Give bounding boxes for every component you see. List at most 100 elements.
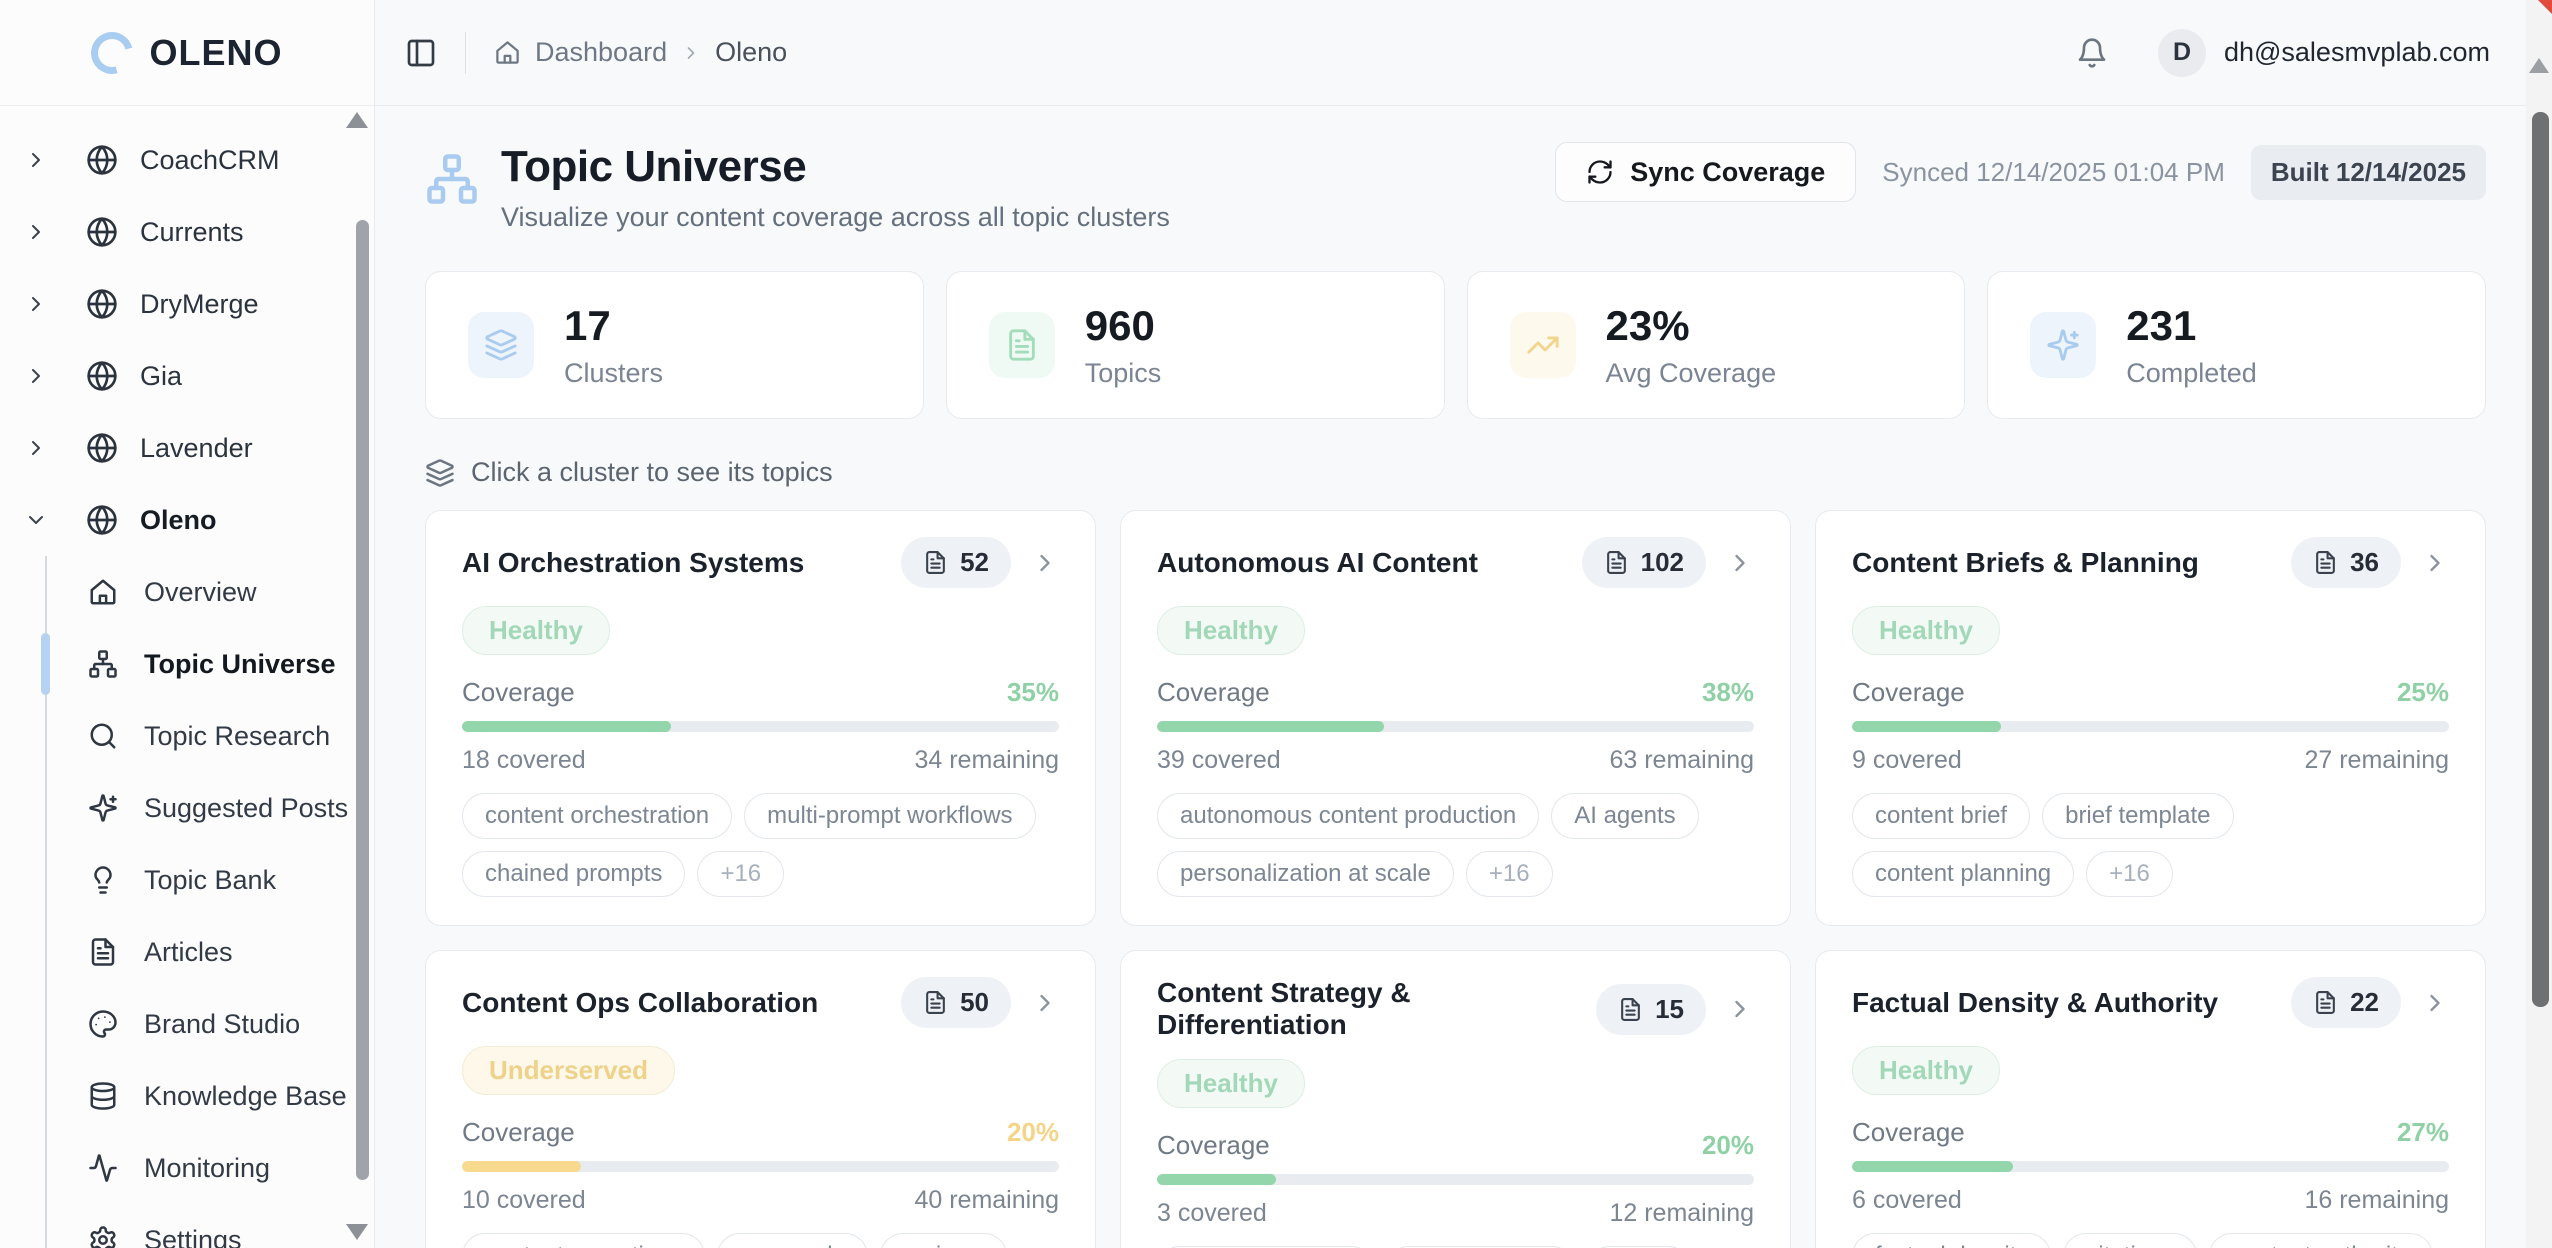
topic-tags: content operationsapprovalsreviews+17: [462, 1233, 1059, 1248]
sidebar-item-brand-studio[interactable]: Brand Studio: [0, 988, 374, 1060]
sidebar-workspace-coachcrm[interactable]: CoachCRM: [0, 124, 374, 196]
cluster-hint: Click a cluster to see its topics: [425, 457, 2486, 488]
topic-tag: autonomous content production: [1157, 793, 1540, 839]
sidebar-item-topic-universe[interactable]: Topic Universe: [0, 628, 374, 700]
sidebar-item-label: Articles: [144, 936, 233, 967]
sidebar-item-topic-bank[interactable]: Topic Bank: [0, 844, 374, 916]
user-email: dh@salesmvplab.com: [2223, 37, 2490, 67]
cluster-card-ai-orchestration-systems[interactable]: AI Orchestration Systems 52 Healthy Cove…: [425, 510, 1096, 926]
chevron-right-icon[interactable]: [2421, 989, 2449, 1017]
globe-icon: [86, 504, 118, 536]
coverage-label: Coverage: [1157, 1130, 1270, 1160]
workspace-label: Lavender: [140, 432, 253, 463]
sidebar-item-articles[interactable]: Articles: [0, 916, 374, 988]
sidebar-toggle-icon[interactable]: [405, 37, 437, 69]
avatar: D: [2157, 28, 2206, 77]
doc-count: 36: [2350, 547, 2379, 577]
stat-card-completed: 231 Completed: [1987, 271, 2486, 419]
page-scroll-up-arrow[interactable]: [2529, 58, 2549, 73]
topic-tags: factual density citations content authorit…: [1852, 1233, 2449, 1248]
topic-tag: brief template: [2042, 793, 2234, 839]
sidebar-item-label: Topic Bank: [144, 864, 277, 895]
sparkles-icon: [2030, 312, 2097, 378]
topic-tags: autonomous content production AI agents pe…: [1157, 793, 1754, 897]
stat-label: Topics: [1084, 357, 1162, 388]
page-scrollbar[interactable]: [2526, 0, 2552, 1248]
covered-count: 10 covered: [462, 1186, 586, 1214]
sidebar: OLENO CoachCRM Currents DryMerge Gia Lav…: [0, 0, 375, 1248]
cluster-card-factual-density-authority[interactable]: Factual Density & Authority 22 Healthy C…: [1815, 950, 2486, 1248]
cluster-title: Factual Density & Authority: [1852, 986, 2219, 1018]
cluster-card-autonomous-ai-content[interactable]: Autonomous AI Content 102 Healthy Covera…: [1120, 510, 1791, 926]
stat-card-avg-coverage: 23% Avg Coverage: [1466, 271, 1966, 419]
breadcrumb: Dashboard Oleno: [494, 37, 787, 68]
coverage-percent: 38%: [1701, 677, 1754, 707]
coverage-progress-fill: [1852, 721, 2002, 732]
recording-indicator: [2538, 0, 2552, 14]
home-icon: [88, 577, 118, 607]
layers-icon: [425, 458, 455, 488]
sidebar-scroll-up-arrow[interactable]: [346, 112, 368, 128]
workspace-label: Currents: [140, 216, 244, 247]
topbar-divider: [465, 31, 466, 74]
layers-icon: [468, 312, 534, 378]
synced-timestamp: Synced 12/14/2025 01:04 PM: [1882, 156, 2225, 187]
chevron-right-icon[interactable]: [2421, 549, 2449, 577]
sidebar-item-settings[interactable]: Settings: [0, 1204, 374, 1248]
covered-count: 3 covered: [1157, 1199, 1267, 1227]
breadcrumb-dashboard[interactable]: Dashboard: [535, 37, 668, 67]
sidebar-item-label: Topic Universe: [144, 648, 336, 679]
chevron-right-icon[interactable]: [1726, 995, 1754, 1023]
sidebar-item-overview[interactable]: Overview: [0, 556, 374, 628]
remaining-count: 34 remaining: [914, 746, 1059, 774]
chevron-right-icon[interactable]: [1726, 549, 1754, 577]
sidebar-workspace-drymerge[interactable]: DryMerge: [0, 268, 374, 340]
chevron-right-icon[interactable]: [1031, 549, 1059, 577]
workspace-subnav: Overview Topic Universe Topic Research S…: [0, 556, 374, 1248]
stat-value: 231: [2126, 301, 2197, 349]
coverage-percent: 20%: [1701, 1130, 1754, 1160]
chevron-right-icon[interactable]: [1031, 989, 1059, 1017]
coverage-label: Coverage: [1852, 1117, 1965, 1147]
more-tags-pill: +16: [2086, 851, 2173, 897]
sidebar-item-knowledge-base[interactable]: Knowledge Base: [0, 1060, 374, 1132]
sidebar-workspace-currents[interactable]: Currents: [0, 196, 374, 268]
topic-tag: content operations: [462, 1233, 706, 1248]
globe-icon: [86, 216, 118, 248]
sidebar-workspace-oleno[interactable]: Oleno: [0, 484, 374, 556]
coverage-progress-bar: [1157, 1174, 1754, 1185]
topic-tag: content authority: [2209, 1233, 2433, 1248]
page-scrollbar-thumb[interactable]: [2532, 112, 2549, 1007]
home-icon[interactable]: [494, 39, 521, 66]
sidebar-item-suggested-posts[interactable]: Suggested Posts: [0, 772, 374, 844]
sidebar-workspace-gia[interactable]: Gia: [0, 340, 374, 412]
coverage-progress-fill: [462, 1161, 582, 1172]
coverage-progress-fill: [1852, 1161, 2014, 1172]
topbar: Dashboard Oleno D dh@salesmvplab.com: [375, 0, 2526, 106]
cluster-card-content-strategy-differentiation[interactable]: Content Strategy & Differentiation 15 He…: [1120, 950, 1791, 1248]
sync-coverage-label: Sync Coverage: [1630, 156, 1826, 187]
chevron-down-icon: [24, 508, 48, 532]
sidebar-workspace-lavender[interactable]: Lavender: [0, 412, 374, 484]
sidebar-item-topic-research[interactable]: Topic Research: [0, 700, 374, 772]
sync-coverage-button[interactable]: Sync Coverage: [1555, 142, 1857, 202]
sidebar-scrollbar-thumb[interactable]: [356, 220, 369, 1180]
sidebar-scroll-down-arrow[interactable]: [346, 1224, 368, 1240]
user-menu[interactable]: D dh@salesmvplab.com: [2157, 28, 2490, 77]
doc-count-badge: 102: [1581, 537, 1706, 588]
cluster-card-content-briefs-planning[interactable]: Content Briefs & Planning 36 Healthy Cov…: [1815, 510, 2486, 926]
sidebar-item-monitoring[interactable]: Monitoring: [0, 1132, 374, 1204]
logo-ring-icon: [83, 23, 142, 82]
file-text-icon: [1604, 550, 1629, 575]
refresh-icon: [1586, 158, 1614, 186]
stat-card-topics: 960 Topics: [945, 271, 1445, 419]
topic-tag: factual density: [1852, 1233, 2052, 1248]
doc-count-badge: 22: [2291, 977, 2401, 1028]
sidebar-item-label: Suggested Posts: [144, 792, 349, 823]
built-badge: Built 12/14/2025: [2250, 144, 2486, 200]
status-badge: Healthy: [1157, 606, 1305, 655]
coverage-label: Coverage: [1852, 677, 1965, 707]
notifications-bell-icon[interactable]: [2076, 37, 2108, 69]
doc-count-badge: 50: [901, 977, 1011, 1028]
cluster-card-content-ops-collaboration[interactable]: Content Ops Collaboration 50 Underserved…: [425, 950, 1096, 1248]
